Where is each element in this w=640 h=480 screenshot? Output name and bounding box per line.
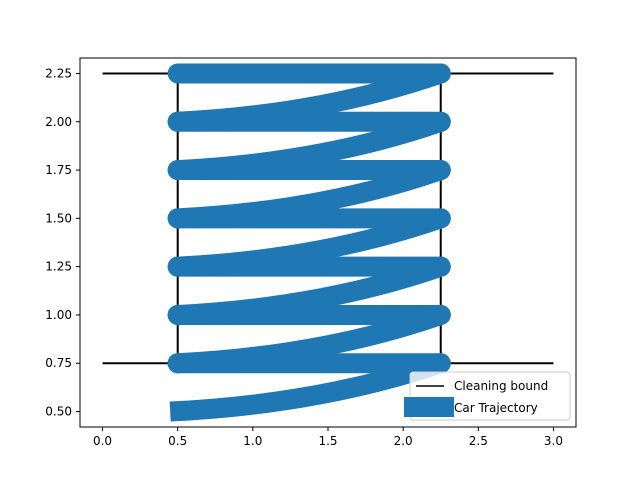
car-trajectory-turn-2 [167,353,188,374]
y-tick-label: 1.50 [45,211,72,225]
car-trajectory-turn-12 [167,111,188,132]
car-trajectory-turn-11 [430,111,451,132]
y-tick-label: 1.25 [45,260,72,274]
x-tick-label: 2.5 [469,434,488,448]
car-trajectory-turn-1 [430,353,451,374]
car-trajectory-turn-3 [430,304,451,325]
car-trajectory-turn-5 [430,256,451,277]
legend-marker-car-trajectory [404,397,454,417]
x-tick-label: 1.0 [243,434,262,448]
y-tick-label: 0.75 [45,356,72,370]
car-trajectory-turn-10 [167,160,188,181]
legend: Cleaning bound Car Trajectory [404,371,571,421]
car-trajectory-turn-8 [167,208,188,229]
car-trajectory-turn-6 [167,256,188,277]
y-tick-label: 1.75 [45,163,72,177]
x-tick-label: 2.0 [394,434,413,448]
legend-label-cleaning-bound: Cleaning bound [454,379,548,393]
y-tick-label: 2.25 [45,66,72,80]
car-trajectory-turn-4 [167,304,188,325]
x-tick-label: 3.0 [544,434,563,448]
x-tick-label: 0.5 [168,434,187,448]
car-trajectory-turn-9 [430,160,451,181]
y-tick-label: 0.50 [45,405,72,419]
y-tick-label: 1.00 [45,308,72,322]
x-tick-label: 1.5 [318,434,337,448]
x-axis: 0.0 0.5 1.0 1.5 2.0 2.5 3.0 [93,427,563,448]
legend-label-car-trajectory: Car Trajectory [454,401,538,415]
y-tick-label: 2.00 [45,115,72,129]
y-axis: 0.50 0.75 1.00 1.25 1.50 1.75 2.00 2.25 [45,66,80,419]
car-trajectory-turn-13 [430,63,451,84]
car-trajectory-turn-7 [430,208,451,229]
x-tick-label: 0.0 [93,434,112,448]
car-trajectory-series [167,63,451,422]
